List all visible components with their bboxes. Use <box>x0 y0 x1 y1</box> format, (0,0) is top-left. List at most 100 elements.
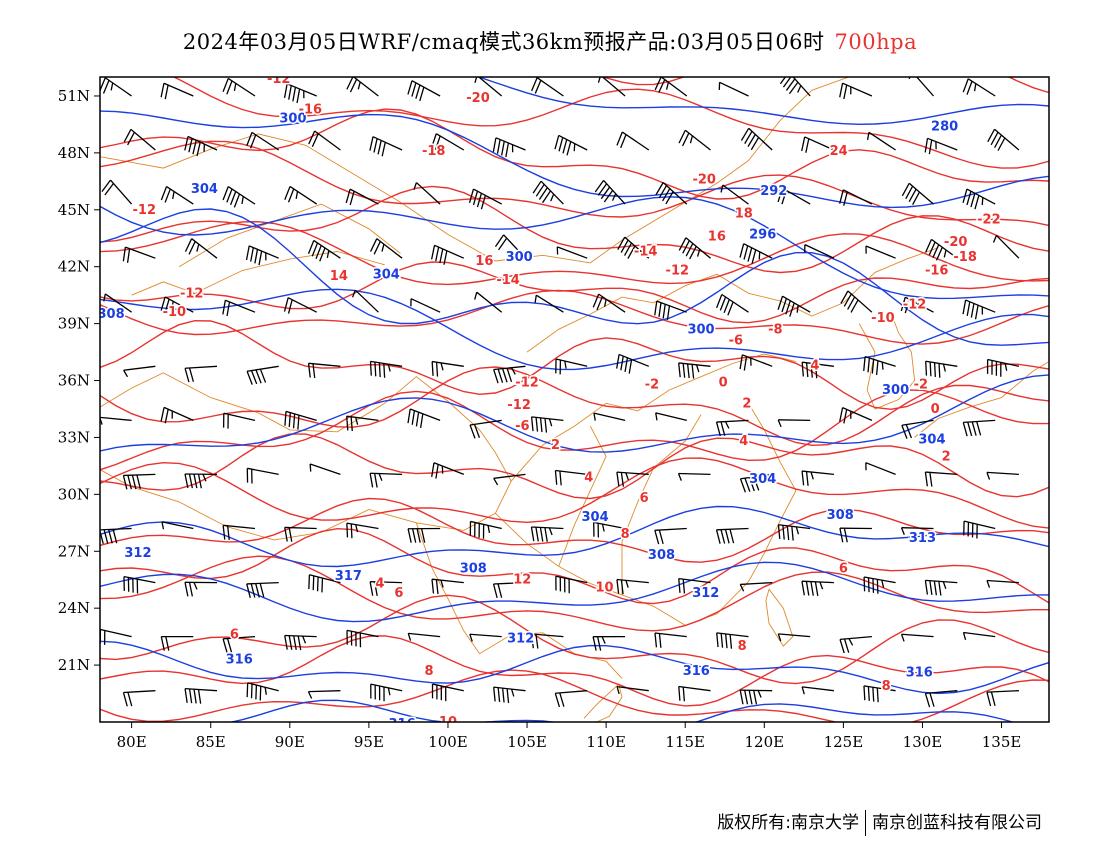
wind-barb <box>865 245 896 259</box>
height-contour <box>476 77 1049 126</box>
height-contour-label: 300 <box>882 383 909 398</box>
wind-barb <box>777 187 811 205</box>
wind-barb <box>901 182 934 205</box>
wind-barbs <box>100 77 1020 708</box>
temperature-contour-label: 12 <box>513 573 531 588</box>
wind-barb <box>245 245 279 266</box>
temperature-contour-label: 16 <box>708 229 726 244</box>
wind-barb <box>308 574 341 593</box>
temperature-contour-label: -6 <box>729 334 743 349</box>
wind-barb <box>739 243 773 264</box>
height-contour-label: 313 <box>909 531 936 546</box>
wind-barb <box>469 633 502 642</box>
wind-barb <box>900 633 934 642</box>
boundary-line <box>858 312 916 410</box>
height-contour-label: 308 <box>827 508 854 523</box>
copyright-company: 南京创蓝科技有限公司 <box>872 813 1042 833</box>
wind-barb <box>720 184 749 205</box>
wind-barb <box>346 522 379 539</box>
wind-barb <box>160 296 194 314</box>
wind-barb <box>925 360 958 378</box>
wind-barb <box>474 291 503 313</box>
temperature-contour-label: 18 <box>735 207 753 222</box>
lat-tick-label: 33N <box>58 428 90 446</box>
temperature-contour-label: -10 <box>871 311 895 326</box>
wind-barb <box>801 580 834 597</box>
wind-barb <box>284 410 317 430</box>
temperature-contour-label: -12 <box>267 72 291 87</box>
wind-barb <box>346 415 379 432</box>
lon-tick-label: 130E <box>903 733 943 751</box>
boundary-line <box>621 414 702 595</box>
wind-barb <box>924 137 958 155</box>
wind-barb <box>410 298 441 313</box>
wind-barb <box>184 688 218 704</box>
wind-barb <box>123 365 156 378</box>
wind-barb <box>654 632 687 648</box>
wind-barb <box>530 633 564 649</box>
wind-barb <box>740 127 773 151</box>
wind-barb <box>963 520 996 539</box>
longitude-axis: 80E 85E 90E 95E 100E 105E 110E 115E 120E 125E 130E… <box>117 722 1021 751</box>
wind-barb <box>718 81 749 97</box>
wind-barb <box>369 472 403 488</box>
height-contour-label: 308 <box>648 548 675 563</box>
lat-tick-label: 24N <box>58 599 90 617</box>
wind-barb <box>100 628 132 645</box>
temperature-contour-label: -14 <box>496 273 520 288</box>
wind-barb <box>655 182 688 205</box>
temperature-contour-label: -12 <box>180 286 204 301</box>
temperature-contour-label: 2 <box>551 438 560 453</box>
wind-barb <box>677 472 711 481</box>
wind-barb <box>616 685 649 695</box>
temperature-contour-label: -12 <box>133 203 157 218</box>
temperature-contour-label: -16 <box>925 264 949 279</box>
boundary-line <box>583 683 623 722</box>
wind-barb <box>351 289 379 313</box>
wind-barb <box>987 128 1020 151</box>
wind-barb <box>532 180 564 205</box>
wind-barb <box>246 365 279 385</box>
wind-barb <box>840 290 873 313</box>
temperature-contour-label: -20 <box>692 172 716 187</box>
wind-barb <box>593 412 626 422</box>
wind-barb <box>555 358 588 375</box>
lon-tick-label: 80E <box>117 733 147 751</box>
temperature-contour <box>172 77 1049 169</box>
wind-barb <box>962 631 996 640</box>
title-main: 2024年03月05日WRF/cmaq模式36km预报产品:03月05日06时 <box>182 30 825 54</box>
wind-barb <box>100 527 132 544</box>
temperature-contour-label: -18 <box>422 144 446 159</box>
wind-barb <box>655 412 687 422</box>
wind-barb <box>101 179 133 205</box>
height-contour <box>100 110 1049 209</box>
height-contour-label: 300 <box>279 112 306 127</box>
height-contour-label: 312 <box>692 586 719 601</box>
temperature-contour-label: 10 <box>439 715 457 730</box>
wind-barb <box>103 293 132 313</box>
wind-barb <box>431 133 465 151</box>
wind-barb <box>494 234 526 259</box>
wind-barb <box>309 463 341 476</box>
lon-tick-label: 115E <box>665 733 705 751</box>
temperature-contour-label: 4 <box>810 358 819 373</box>
wind-barb <box>407 408 441 429</box>
wind-barb <box>468 188 503 210</box>
wind-barb <box>777 633 811 642</box>
wind-barb <box>160 186 194 205</box>
wind-barb <box>866 131 896 151</box>
height-contour-label: 280 <box>931 119 958 134</box>
wind-barb <box>307 239 341 262</box>
temperature-contour-label: 6 <box>394 586 403 601</box>
wind-barb <box>283 297 317 314</box>
wind-barb <box>678 129 711 151</box>
wind-barb <box>616 131 650 151</box>
lat-tick-label: 27N <box>58 542 90 560</box>
temperature-contour-label: -20 <box>466 91 490 106</box>
wind-barb <box>739 689 773 705</box>
wind-barb <box>530 526 564 542</box>
wind-barb <box>246 682 279 701</box>
temperature-contour-label: -12 <box>515 375 539 390</box>
boundary-line <box>495 403 797 626</box>
